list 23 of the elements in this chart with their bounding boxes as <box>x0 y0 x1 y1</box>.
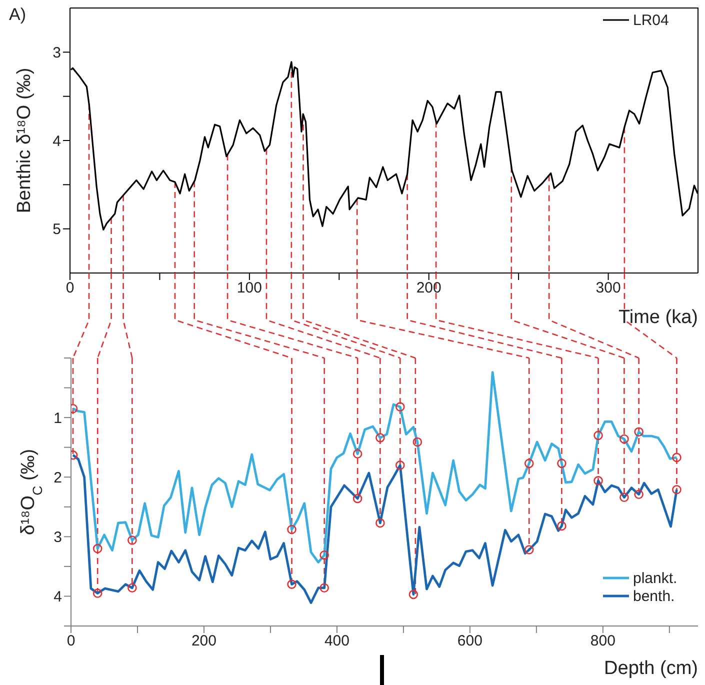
x-tick-label: 0 <box>66 632 76 650</box>
legend-label: benth. <box>633 588 675 605</box>
x-tick-label: 300 <box>596 280 621 297</box>
x-tick-label: 0 <box>66 280 74 297</box>
y-tick-label: 4 <box>54 588 62 606</box>
x-axis-title: Depth (cm) <box>604 658 698 679</box>
y-tick-label: 3 <box>52 44 61 62</box>
text: A) <box>9 5 26 24</box>
x-tick-label: 100 <box>236 280 262 297</box>
x-tick-label: 200 <box>416 280 442 297</box>
y-tick-label: 2 <box>54 469 62 486</box>
x-tick-label: 800 <box>590 632 616 650</box>
x-axis-title: Time (ka) <box>618 307 698 328</box>
y-tick-label: 4 <box>52 132 61 150</box>
legend-label: LR04 <box>633 12 669 29</box>
y-axis-title: Benthic δ¹⁸O (‰) <box>14 68 35 214</box>
x-tick-label: 400 <box>324 632 350 650</box>
y-tick-label: 1 <box>54 410 62 427</box>
y-tick-label: 3 <box>54 528 62 546</box>
y-tick-label: 5 <box>52 221 61 238</box>
legend-label: plankt. <box>633 570 678 587</box>
x-tick-label: 600 <box>457 632 482 650</box>
x-tick-label: 200 <box>191 632 216 650</box>
